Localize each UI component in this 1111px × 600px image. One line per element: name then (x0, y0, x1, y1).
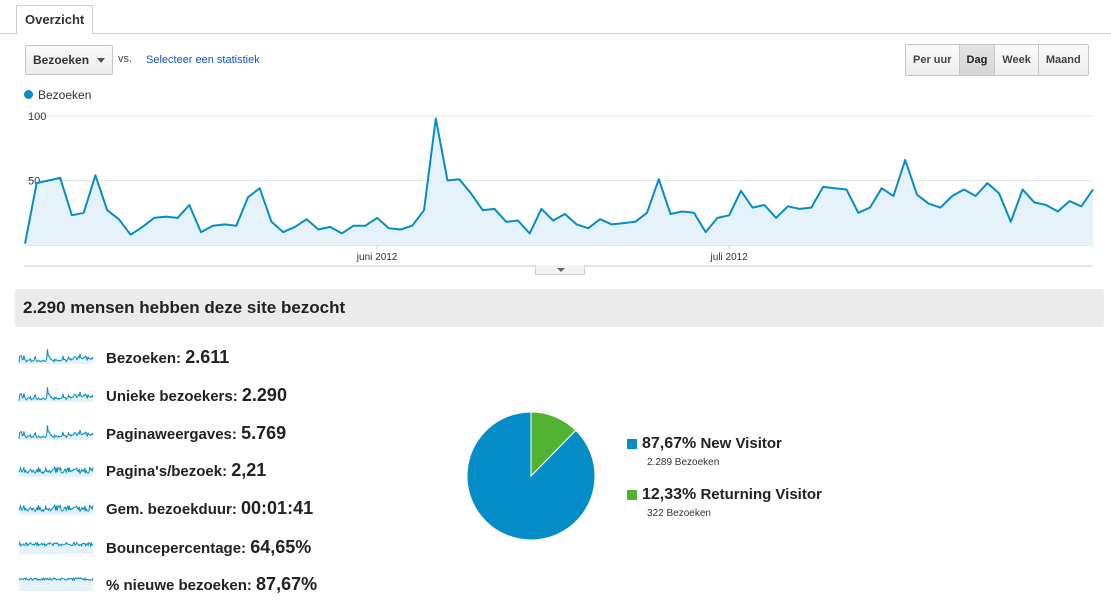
stat-row: % nieuwe bezoeken: 87,67% (18, 572, 398, 596)
metric-select[interactable]: Bezoeken (25, 45, 113, 75)
slice-visits: 322 Bezoeken (647, 508, 711, 519)
legend-swatch (627, 490, 637, 500)
tab-overzicht[interactable]: Overzicht (16, 5, 94, 35)
granularity-day-button[interactable]: Dag (958, 45, 995, 75)
stat-value: 5.769 (241, 423, 287, 443)
stat-row: Paginaweergaves: 5.769 (18, 421, 398, 445)
sparkline (18, 465, 94, 477)
sparkline-line (18, 465, 94, 475)
stat-text: Gem. bezoekduur: 00:01:41 (106, 498, 313, 519)
sparkline-line (18, 540, 94, 548)
stat-row: Bouncepercentage: 64,65% (18, 535, 398, 559)
sparkline-area (19, 577, 93, 591)
stat-label: Unieke bezoekers: (106, 388, 238, 405)
stat-value: 64,65% (250, 537, 312, 557)
stat-value: 00:01:41 (241, 498, 314, 518)
stat-text: Bouncepercentage: 64,65% (106, 537, 311, 558)
stat-value: 2.611 (185, 347, 230, 367)
chart-collapse-handle[interactable] (535, 265, 585, 275)
sparkline (18, 576, 94, 591)
stat-value: 2,21 (231, 460, 267, 480)
sparkline-line (18, 349, 94, 363)
stat-row: Unieke bezoekers: 2.290 (18, 383, 398, 407)
series-line (24, 117, 1094, 244)
pie-legend-main: 12,33% Returning Visitor (642, 486, 822, 504)
sparkline-area (19, 542, 93, 554)
stat-text: % nieuwe bezoeken: 87,67% (106, 574, 317, 595)
stat-label: Bezoeken: (106, 350, 182, 367)
pie-legend-main: 87,67% New Visitor (642, 435, 782, 453)
x-tick-label: juli 2012 (710, 252, 749, 263)
stat-text: Paginaweergaves: 5.769 (106, 423, 286, 444)
slice-visits: 2.289 Bezoeken (647, 457, 720, 468)
slice-percent: 87,67% (642, 435, 697, 452)
tab-strip: Overzicht (0, 0, 1111, 35)
stat-value: 2.290 (241, 385, 287, 405)
granularity-hour-button[interactable]: Per uur (906, 45, 959, 75)
stat-label: Gem. bezoekduur: (106, 501, 237, 518)
sparkline (18, 503, 94, 515)
granularity-buttons: Per uur Dag Week Maand (905, 44, 1089, 76)
sparkline-line (18, 503, 94, 513)
sparkline-area (19, 349, 93, 364)
visitor-type-pie (466, 411, 596, 541)
series-area (25, 118, 1093, 245)
stat-label: % nieuwe bezoeken: (106, 577, 252, 594)
y-tick-label: 100 (28, 111, 46, 123)
pie-slice (530, 411, 577, 478)
chevron-down-icon (97, 58, 105, 63)
stat-label: Paginaweergaves: (106, 426, 237, 443)
sparkline-line (18, 576, 94, 582)
sparkline-line (18, 425, 94, 439)
slice-label: New Visitor (700, 435, 782, 452)
stat-label: Pagina's/bezoek: (106, 463, 228, 480)
stat-row: Gem. bezoekduur: 00:01:41 (18, 496, 398, 520)
sparkline (18, 349, 94, 364)
x-tick-label: juni 2012 (356, 252, 398, 263)
metric-select-label: Bezoeken (33, 53, 90, 67)
sparkline-area (19, 425, 93, 440)
slice-percent: 12,33% (642, 486, 697, 503)
granularity-month-button[interactable]: Maand (1037, 45, 1088, 75)
series-dot-icon (24, 90, 33, 99)
sparkline-line (18, 387, 94, 401)
select-metric-link[interactable]: Selecteer een statistiek (146, 54, 260, 66)
legend-swatch (627, 439, 637, 449)
chart-legend: Bezoeken (24, 88, 91, 102)
stat-text: Unieke bezoekers: 2.290 (106, 385, 287, 406)
stat-value: 87,67% (256, 574, 318, 594)
sparkline (18, 387, 94, 402)
sparkline (18, 540, 94, 554)
sparkline-area (19, 387, 93, 402)
chevron-down-icon (557, 268, 565, 272)
vs-label: vs. (118, 53, 133, 65)
stat-row: Bezoeken: 2.611 (18, 345, 398, 369)
stat-text: Bezoeken: 2.611 (106, 347, 229, 368)
stat-text: Pagina's/bezoek: 2,21 (106, 460, 266, 481)
granularity-week-button[interactable]: Week (994, 45, 1038, 75)
sparkline (18, 425, 94, 440)
stat-row: Pagina's/bezoek: 2,21 (18, 458, 398, 482)
summary-heading: 2.290 mensen hebben deze site bezocht (15, 289, 1104, 327)
legend-label: Bezoeken (38, 88, 92, 102)
stat-label: Bouncepercentage: (106, 540, 247, 557)
slice-label: Returning Visitor (700, 486, 822, 503)
